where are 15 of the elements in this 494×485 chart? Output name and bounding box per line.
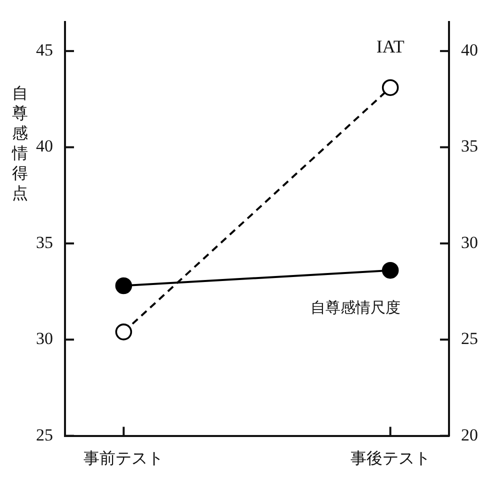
y2-tick-label: 25 [461,329,478,348]
y-axis-title: 自尊感情得点 [11,84,28,202]
y2-tick-label: 20 [461,425,478,444]
y2-tick-label: 30 [461,232,478,252]
x-tick-label: 事後テスト [350,450,430,468]
y-tick-label: 45 [36,40,53,60]
series-label: IAT [376,36,404,56]
y-tick-label: 25 [36,425,53,444]
y2-tick-label: 35 [461,136,478,156]
x-tick-label: 事前テスト [84,450,164,468]
series-label: 自尊感情尺度 [310,299,400,316]
y2-tick-label: 40 [461,40,478,60]
y-tick-label: 40 [36,136,53,156]
y-tick-label: 35 [36,232,53,252]
y-tick-label: 30 [36,329,53,348]
